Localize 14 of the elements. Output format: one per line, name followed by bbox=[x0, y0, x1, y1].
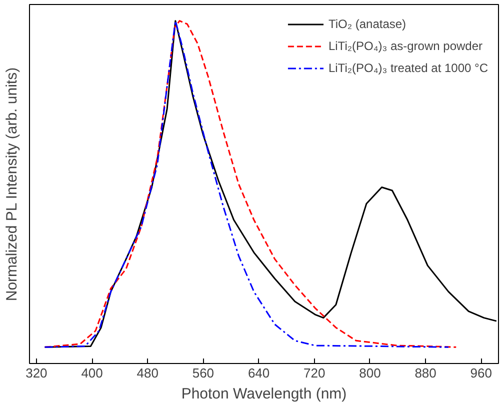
x-tick-label: 880 bbox=[414, 366, 436, 380]
legend-label: LiTi₂(PO₄)₃ treated at 1000 °C bbox=[328, 61, 488, 75]
x-tick-label: 480 bbox=[136, 366, 158, 380]
legend-label: LiTi₂(PO₄)₃ as-grown powder bbox=[328, 39, 483, 53]
legend-label: TiO₂ (anatase) bbox=[328, 17, 406, 31]
x-tick-label: 800 bbox=[359, 366, 381, 380]
x-tick-label: 640 bbox=[248, 366, 270, 380]
y-axis-title: Normalized PL Intensity (arb. units) bbox=[4, 67, 20, 302]
x-tick-label: 960 bbox=[470, 366, 492, 380]
x-tick-label: 560 bbox=[192, 366, 214, 380]
x-tick-label: 720 bbox=[304, 366, 326, 380]
x-tick-label: 400 bbox=[81, 366, 103, 380]
x-axis-title: Photon Wavelength (nm) bbox=[181, 386, 347, 402]
x-tick-label: 320 bbox=[26, 366, 48, 380]
